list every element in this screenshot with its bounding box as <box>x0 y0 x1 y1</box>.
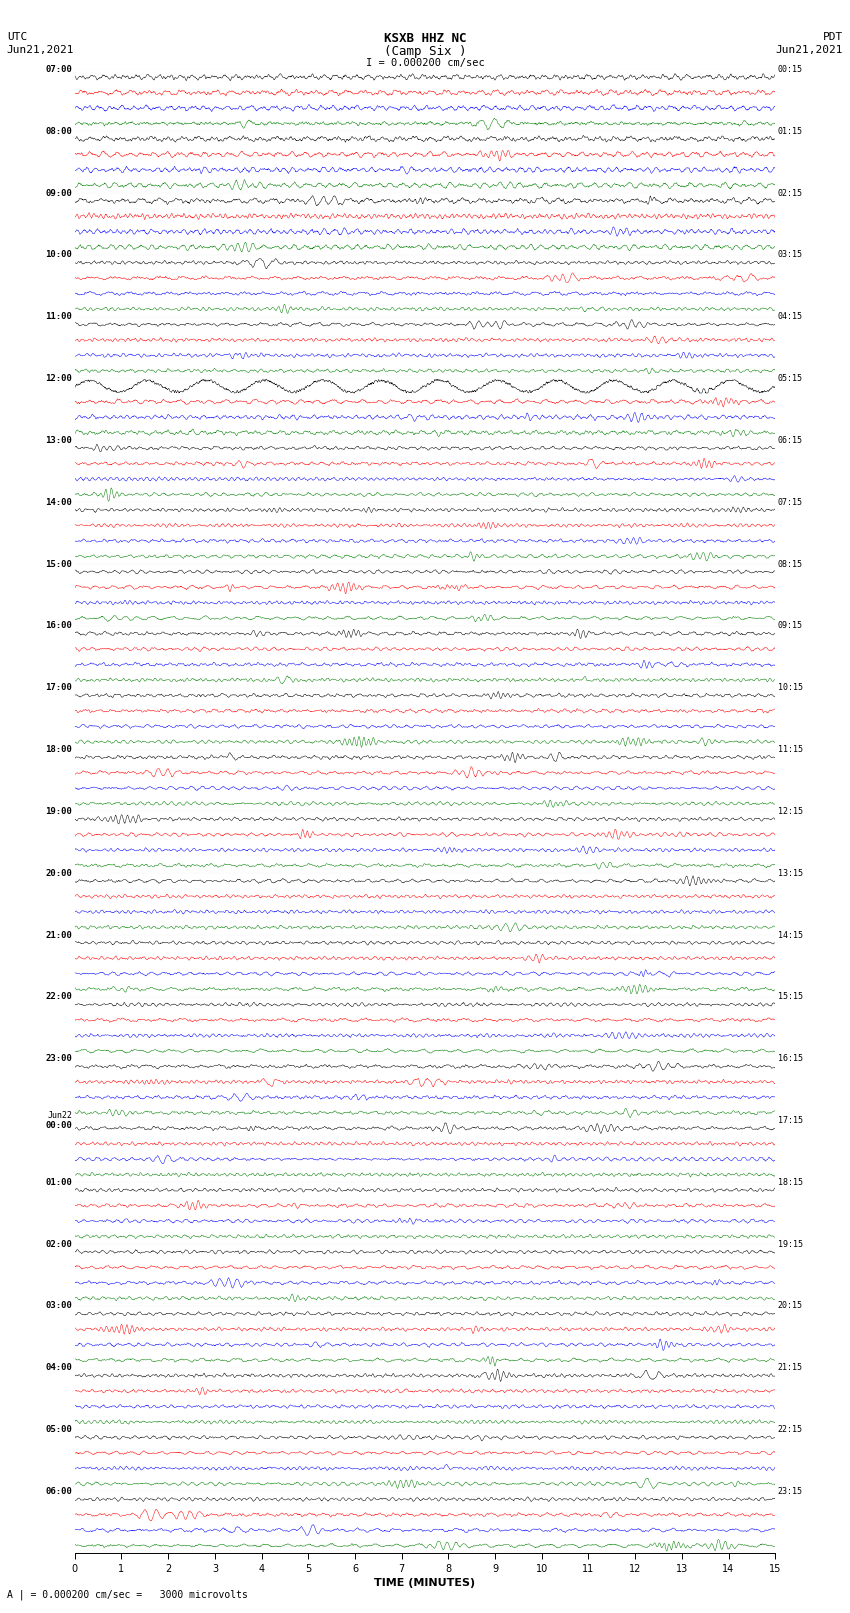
Text: (Camp Six ): (Camp Six ) <box>383 45 467 58</box>
Text: 20:15: 20:15 <box>778 1302 802 1310</box>
Text: 07:00: 07:00 <box>45 65 72 74</box>
Text: 18:15: 18:15 <box>778 1177 802 1187</box>
Text: 02:15: 02:15 <box>778 189 802 197</box>
Text: 04:00: 04:00 <box>45 1363 72 1373</box>
Text: 17:15: 17:15 <box>778 1116 802 1124</box>
Text: 07:15: 07:15 <box>778 498 802 506</box>
Text: PDT: PDT <box>823 32 843 42</box>
Text: Jun21,2021: Jun21,2021 <box>7 45 74 55</box>
Text: Jun22: Jun22 <box>48 1111 72 1119</box>
Text: 17:00: 17:00 <box>45 684 72 692</box>
Text: 03:00: 03:00 <box>45 1302 72 1310</box>
Text: Jun21,2021: Jun21,2021 <box>776 45 843 55</box>
Text: 12:15: 12:15 <box>778 806 802 816</box>
Text: 00:00: 00:00 <box>45 1121 72 1129</box>
Text: 22:00: 22:00 <box>45 992 72 1002</box>
Text: 20:00: 20:00 <box>45 869 72 877</box>
Text: 23:00: 23:00 <box>45 1055 72 1063</box>
Text: UTC: UTC <box>7 32 27 42</box>
Text: 05:15: 05:15 <box>778 374 802 382</box>
Text: 10:15: 10:15 <box>778 684 802 692</box>
Text: 08:00: 08:00 <box>45 127 72 135</box>
Text: 09:15: 09:15 <box>778 621 802 631</box>
Text: 08:15: 08:15 <box>778 560 802 568</box>
Text: 06:15: 06:15 <box>778 436 802 445</box>
Text: 16:00: 16:00 <box>45 621 72 631</box>
Text: 01:00: 01:00 <box>45 1177 72 1187</box>
Text: 06:00: 06:00 <box>45 1487 72 1495</box>
Text: 09:00: 09:00 <box>45 189 72 197</box>
Text: 12:00: 12:00 <box>45 374 72 382</box>
Text: 18:00: 18:00 <box>45 745 72 753</box>
Text: 14:15: 14:15 <box>778 931 802 939</box>
Text: 19:00: 19:00 <box>45 806 72 816</box>
Text: 15:15: 15:15 <box>778 992 802 1002</box>
Text: 05:00: 05:00 <box>45 1426 72 1434</box>
Text: 22:15: 22:15 <box>778 1426 802 1434</box>
Text: 10:00: 10:00 <box>45 250 72 260</box>
Text: I = 0.000200 cm/sec: I = 0.000200 cm/sec <box>366 58 484 68</box>
Text: 14:00: 14:00 <box>45 498 72 506</box>
Text: 15:00: 15:00 <box>45 560 72 568</box>
Text: 21:00: 21:00 <box>45 931 72 939</box>
Text: 04:15: 04:15 <box>778 313 802 321</box>
Text: 13:00: 13:00 <box>45 436 72 445</box>
Text: 21:15: 21:15 <box>778 1363 802 1373</box>
Text: 13:15: 13:15 <box>778 869 802 877</box>
Text: A | = 0.000200 cm/sec =   3000 microvolts: A | = 0.000200 cm/sec = 3000 microvolts <box>7 1589 247 1600</box>
Text: 23:15: 23:15 <box>778 1487 802 1495</box>
Text: 11:15: 11:15 <box>778 745 802 753</box>
Text: 00:15: 00:15 <box>778 65 802 74</box>
Text: 11:00: 11:00 <box>45 313 72 321</box>
Text: 19:15: 19:15 <box>778 1240 802 1248</box>
Text: 16:15: 16:15 <box>778 1055 802 1063</box>
X-axis label: TIME (MINUTES): TIME (MINUTES) <box>375 1578 475 1587</box>
Text: 01:15: 01:15 <box>778 127 802 135</box>
Text: 03:15: 03:15 <box>778 250 802 260</box>
Text: KSXB HHZ NC: KSXB HHZ NC <box>383 32 467 45</box>
Text: 02:00: 02:00 <box>45 1240 72 1248</box>
